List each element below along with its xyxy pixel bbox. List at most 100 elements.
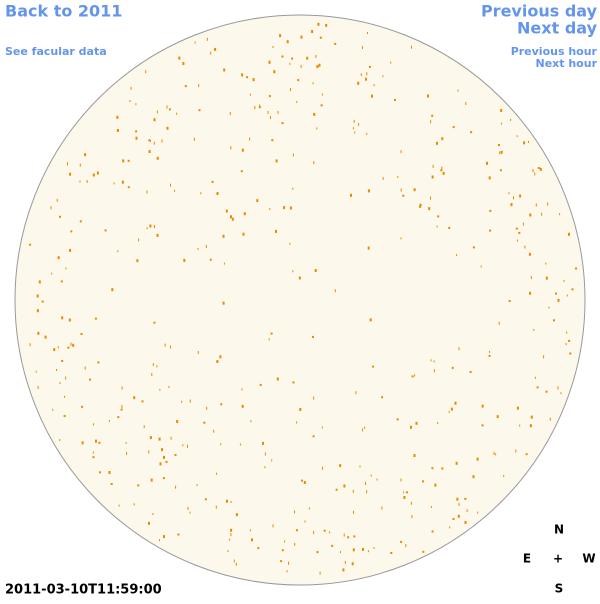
facula (306, 56, 309, 60)
facular-link[interactable]: See facular data (5, 45, 107, 58)
facula (528, 140, 529, 143)
facula (204, 498, 207, 501)
facula (292, 153, 294, 157)
facula (390, 552, 393, 554)
facula (344, 560, 346, 564)
facula (532, 169, 534, 173)
facula (113, 182, 115, 185)
facula (189, 511, 191, 514)
facula (53, 348, 56, 352)
facula (214, 47, 217, 51)
facula (455, 461, 458, 465)
facula (163, 535, 165, 539)
facula (477, 511, 479, 514)
facula (92, 451, 94, 454)
facula (431, 530, 434, 533)
facula (72, 343, 75, 347)
facula (498, 321, 500, 325)
facula (299, 408, 302, 411)
facula (205, 244, 207, 248)
facula (249, 137, 251, 141)
facula (528, 252, 531, 256)
facula (495, 453, 497, 456)
facula (500, 109, 503, 112)
facula (371, 94, 373, 98)
facula (65, 267, 67, 270)
facula (456, 254, 458, 257)
facula (84, 153, 87, 157)
facula (246, 76, 249, 79)
facula (557, 298, 560, 302)
facula (153, 321, 156, 324)
facula (163, 455, 165, 459)
facula (430, 506, 432, 508)
faculae (29, 22, 577, 575)
facula (108, 420, 110, 422)
facula (273, 70, 276, 74)
facula (358, 122, 360, 126)
facula (59, 439, 61, 441)
facula (488, 354, 491, 357)
facula (154, 225, 155, 228)
facula (272, 524, 274, 528)
facula (272, 46, 274, 48)
facula (159, 388, 161, 391)
facula (411, 375, 414, 378)
facula (362, 547, 364, 551)
facula (410, 501, 412, 505)
facula (351, 562, 354, 566)
facula (251, 538, 253, 542)
facula (353, 535, 356, 538)
facula (68, 318, 71, 322)
facula (515, 227, 518, 230)
facula (161, 448, 163, 452)
facula (422, 550, 425, 553)
facula (284, 540, 286, 543)
facula (187, 444, 188, 448)
next-hour-link[interactable]: Next hour (536, 57, 598, 70)
facula (37, 386, 39, 389)
facula (342, 568, 345, 572)
facula (433, 369, 435, 373)
facula (159, 462, 162, 466)
facula (313, 531, 315, 534)
facula (334, 42, 337, 45)
previous-hour-link[interactable]: Previous hour (511, 45, 598, 58)
facula (117, 250, 119, 253)
facula (153, 118, 156, 122)
facula (168, 385, 170, 388)
facula (149, 436, 152, 440)
facula (150, 140, 151, 142)
facula (149, 224, 152, 228)
facula (390, 61, 392, 64)
facula (44, 335, 47, 339)
facula (376, 478, 378, 481)
facula (369, 318, 372, 322)
facula (534, 376, 536, 379)
facula (536, 386, 539, 389)
facula (312, 435, 315, 438)
facula (159, 539, 160, 542)
back-link[interactable]: Back to 2011 (5, 2, 122, 21)
facula (442, 171, 445, 175)
facula (41, 300, 44, 303)
facula (156, 365, 158, 368)
facula (96, 171, 99, 175)
facula (364, 426, 366, 429)
previous-day-link[interactable]: Previous day (481, 2, 598, 21)
facula (530, 276, 532, 280)
next-day-link[interactable]: Next day (517, 19, 598, 38)
facula (400, 188, 402, 192)
facula (413, 454, 416, 457)
facula (165, 460, 168, 463)
facula (360, 73, 362, 77)
facula (209, 258, 212, 261)
facula (529, 213, 532, 217)
facula (127, 186, 130, 189)
facula (170, 345, 171, 349)
facula (560, 392, 562, 395)
facula (465, 102, 467, 105)
facula (156, 233, 159, 237)
facula (153, 141, 155, 145)
